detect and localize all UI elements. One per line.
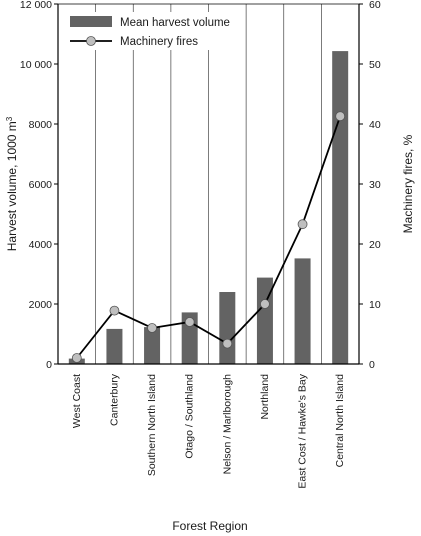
- x-axis-title: Forest Region: [172, 519, 247, 533]
- right-tick-label: 60: [369, 0, 381, 11]
- category-label-5: Nelson / Marlborough: [221, 374, 233, 475]
- bar-8: [332, 51, 349, 364]
- vertical-gridlines: [95, 4, 322, 364]
- left-tick-label: 2000: [29, 299, 53, 311]
- left-tick-label: 8000: [29, 119, 53, 131]
- bar-7: [294, 258, 311, 364]
- fires-point-1: [71, 353, 82, 363]
- left-axis-ticks: 0 2000 4000 6000 8000 10 000 12 000: [20, 0, 58, 371]
- left-tick-label: 6000: [29, 179, 53, 191]
- right-tick-label: 0: [369, 359, 375, 371]
- right-tick-label: 30: [369, 179, 381, 191]
- fires-point-4: [184, 317, 195, 327]
- fires-point-8: [335, 111, 346, 122]
- fires-point-3: [147, 323, 157, 333]
- right-tick-label: 20: [369, 239, 381, 251]
- category-label-8: Central North Island: [334, 374, 346, 468]
- left-tick-label: 0: [46, 359, 52, 371]
- category-label-2: Canterbury: [108, 373, 120, 426]
- right-tick-label: 50: [369, 59, 381, 71]
- legend: Mean harvest volume Machinery fires: [68, 12, 230, 50]
- fires-polyline: [76, 115, 342, 359]
- right-tick-label: 40: [369, 119, 381, 131]
- category-label-1: West Coast: [71, 374, 83, 428]
- legend-label-harvest: Mean harvest volume: [120, 17, 230, 29]
- bar-6: [256, 277, 273, 364]
- legend-bar-swatch: [70, 16, 112, 27]
- legend-marker-swatch: [86, 36, 96, 46]
- legend-label-fires: Machinery fires: [120, 36, 198, 48]
- bar-5: [219, 292, 236, 364]
- category-labels: West Coast Canterbury Southern North Islan…: [71, 373, 346, 488]
- left-tick-label: 12 000: [20, 0, 52, 11]
- left-tick-label: 10 000: [20, 59, 52, 71]
- category-label-3: Southern North Island: [146, 374, 158, 476]
- category-label-7: East Cost / Hawke's Bay: [297, 373, 309, 488]
- category-label-4: Otago / Southland: [184, 374, 196, 459]
- fires-point-2: [109, 305, 120, 316]
- bar-2: [106, 328, 123, 364]
- right-axis-title: Machinery fires, %: [401, 134, 415, 233]
- fires-point-6: [260, 299, 270, 309]
- fires-point-7: [297, 219, 308, 230]
- left-axis-title: Harvest volume, 1000 m3: [5, 116, 20, 251]
- right-tick-label: 10: [369, 299, 381, 311]
- bar-3: [144, 327, 161, 364]
- fires-point-5: [222, 338, 233, 349]
- left-tick-label: 4000: [29, 239, 53, 251]
- category-label-6: Northland: [259, 374, 271, 420]
- right-axis-ticks: 0 10 20 30 40 50 60: [359, 0, 381, 371]
- fires-line: [71, 111, 346, 363]
